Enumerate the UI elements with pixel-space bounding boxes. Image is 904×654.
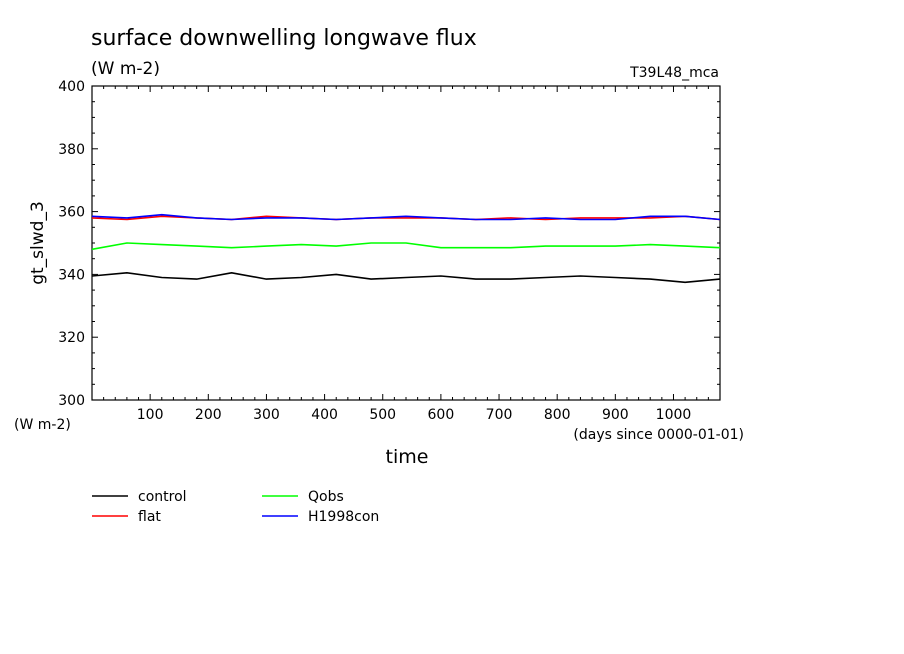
legend: control flat Qobs H1998con <box>92 489 379 525</box>
x-axis-units: (days since 0000-01-01) <box>573 427 744 443</box>
x-tick-label: 800 <box>544 407 571 423</box>
y-tick-label: 300 <box>58 393 85 409</box>
x-tick-label: 1000 <box>656 407 692 423</box>
x-tick-label: 600 <box>428 407 455 423</box>
y-axis-label: gt_slwd_3 <box>28 201 48 285</box>
series-lines <box>91 213 721 284</box>
legend-label-control: control <box>138 489 187 505</box>
legend-label-qobs: Qobs <box>308 489 344 505</box>
y-axis-ticks: 300 320 340 360 380 400 <box>58 79 720 409</box>
y-tick-label: 380 <box>58 142 85 158</box>
x-tick-label: 900 <box>602 407 629 423</box>
minor-ticks <box>92 86 720 400</box>
y-tick-label: 400 <box>58 79 85 95</box>
series-line-h1998con <box>91 213 721 221</box>
x-tick-label: 200 <box>195 407 222 423</box>
x-axis-ticks: 100 200 300 400 500 600 700 800 900 1000 <box>137 86 692 423</box>
chart-subtitle: (W m-2) <box>91 59 160 79</box>
x-tick-label: 100 <box>137 407 164 423</box>
legend-label-h1998con: H1998con <box>308 509 379 525</box>
x-tick-label: 300 <box>253 407 280 423</box>
x-axis-label: time <box>386 446 429 468</box>
chart-title: surface downwelling longwave flux <box>91 26 477 51</box>
x-tick-label: 400 <box>311 407 338 423</box>
x-tick-label: 700 <box>486 407 513 423</box>
series-line-control <box>91 271 721 284</box>
series-line-qobs <box>91 242 721 251</box>
y-tick-label: 340 <box>58 267 85 283</box>
x-tick-label: 500 <box>369 407 396 423</box>
y-tick-label: 320 <box>58 330 85 346</box>
y-axis-units: (W m-2) <box>14 417 71 433</box>
legend-label-flat: flat <box>138 509 161 525</box>
y-tick-label: 360 <box>58 205 85 221</box>
run-label: T39L48_mca <box>629 65 719 81</box>
